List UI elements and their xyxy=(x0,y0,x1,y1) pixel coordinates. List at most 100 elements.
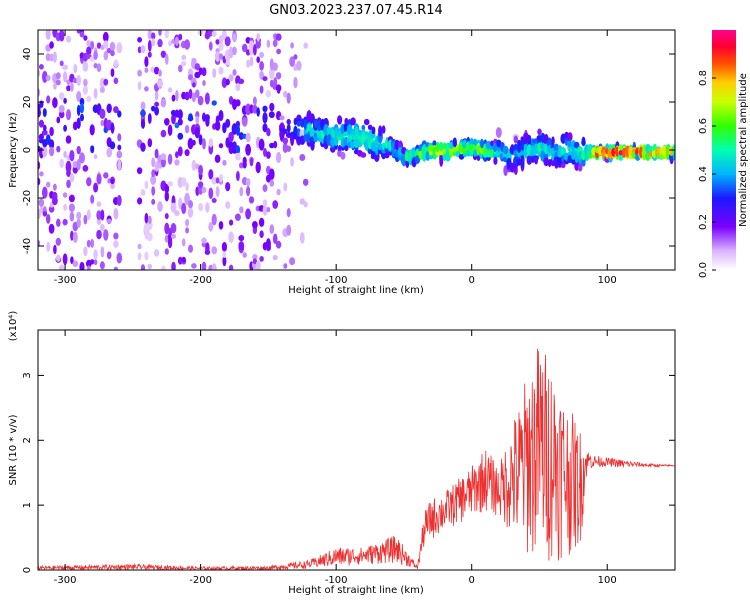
spectrogram-cell xyxy=(79,102,85,114)
spectrogram-cell xyxy=(117,133,122,142)
spectrogram-cell xyxy=(171,94,176,102)
snr-y-axis: 0 1 2 3 xyxy=(22,372,675,573)
spectrogram-cell xyxy=(99,77,105,90)
spectrogram-cell xyxy=(76,30,81,34)
spectrogram-cell xyxy=(86,40,92,47)
spectrogram-cell xyxy=(195,186,200,196)
spectrogram-cell xyxy=(495,127,502,138)
spectrogram-cell xyxy=(272,233,278,245)
spectrogram-cell xyxy=(187,137,194,150)
spectrogram-cell xyxy=(290,42,294,49)
spectrogram-cell xyxy=(86,95,92,103)
spectrogram-cell xyxy=(367,124,373,130)
spectrogram-cell xyxy=(151,198,156,205)
spectrogram-cell xyxy=(82,61,89,72)
spectrogram-cell xyxy=(273,140,278,149)
spectrogram-cell xyxy=(65,135,72,144)
spectrogram-cell xyxy=(201,186,207,194)
spectrogram-cell xyxy=(86,46,92,56)
snr-y-tick-label: 3 xyxy=(22,372,33,378)
spectrogram-cell xyxy=(255,161,261,174)
spectrogram-y-tick-label: -40 xyxy=(22,238,33,254)
spectrogram-cell xyxy=(344,145,349,152)
spectrogram-cell xyxy=(144,180,149,190)
spectrogram-x-tick-label: 0 xyxy=(469,275,475,286)
spectrogram-cell xyxy=(96,210,102,221)
spectrogram-cell xyxy=(239,186,244,197)
spectrogram-cell xyxy=(246,186,251,197)
spectrogram-cell xyxy=(164,183,170,194)
spectrogram-cell xyxy=(117,110,122,118)
spectrogram-x-tick-label: -100 xyxy=(325,275,348,286)
spectrogram-cell xyxy=(76,211,82,220)
spectrogram-cell xyxy=(58,110,65,119)
spectrogram-cell xyxy=(238,241,245,251)
spectrogram-cell xyxy=(195,89,200,98)
spectrogram-cell xyxy=(184,39,191,50)
spectrogram-cell xyxy=(72,121,78,131)
spectrogram-cell xyxy=(262,184,268,193)
spectrogram-cell xyxy=(602,148,606,159)
spectrogram-cell xyxy=(275,33,282,41)
spectrogram-cell xyxy=(228,131,234,143)
spectrogram-cell xyxy=(103,40,109,50)
colorbar-tick-label: 0.6 xyxy=(698,118,709,134)
spectrogram-cell xyxy=(269,102,275,112)
spectrogram-cell xyxy=(188,113,193,122)
spectrogram-cell xyxy=(188,74,193,81)
spectrogram-cell xyxy=(266,128,271,137)
spectrogram-cell xyxy=(201,67,207,77)
spectrogram-cell xyxy=(509,165,515,173)
spectrogram-cell xyxy=(259,230,264,238)
spectrogram-cell xyxy=(293,76,298,89)
spectrogram-cell xyxy=(188,88,193,99)
spectrogram-cell xyxy=(117,144,122,151)
colorbar-tick-label: 0.4 xyxy=(698,166,709,182)
spectrogram-cell xyxy=(137,69,143,77)
spectrogram-cell xyxy=(137,243,142,250)
spectrogram-cell xyxy=(59,31,64,38)
spectrogram-cell xyxy=(150,174,157,185)
snr-x-tick-label: -200 xyxy=(189,575,212,586)
spectrogram-cell xyxy=(364,140,369,151)
spectrogram-cell xyxy=(103,229,109,241)
spectrogram-cell xyxy=(490,148,494,158)
spectrogram-cell xyxy=(56,218,61,227)
spectrogram-cell xyxy=(151,32,156,40)
spectrogram-cell xyxy=(543,157,549,167)
spectrogram-cell xyxy=(90,145,95,151)
spectrogram-cell xyxy=(175,90,179,102)
spectrogram-cell xyxy=(530,145,535,155)
spectrogram-cell xyxy=(157,201,163,212)
spectrogram-cell xyxy=(241,117,248,127)
snr-y-tick-label: 1 xyxy=(22,502,33,508)
spectrogram-cell xyxy=(113,266,119,270)
spectrogram-cell xyxy=(520,138,525,151)
spectrogram-cell xyxy=(346,124,353,135)
spectrogram-cell xyxy=(147,40,152,52)
spectrogram-cell xyxy=(171,113,176,125)
spectrogram-cell xyxy=(266,39,271,48)
spectrogram-cell xyxy=(523,136,529,144)
spectrogram-cell xyxy=(185,227,190,234)
snr-y-label: SNR (10 * v/v) xyxy=(8,414,19,485)
spectrogram-cell xyxy=(215,115,220,126)
spectrogram-cell xyxy=(266,206,271,213)
spectrogram-cell xyxy=(113,106,119,114)
spectrogram-cell xyxy=(154,249,160,257)
spectrogram-cell xyxy=(283,263,288,269)
spectrogram-cell xyxy=(262,105,268,113)
spectrogram-cell xyxy=(79,152,85,164)
spectrogram-cell xyxy=(177,132,184,140)
spectrogram-cell xyxy=(55,79,61,86)
spectrogram-cell xyxy=(157,38,163,48)
spectrogram-cell xyxy=(76,104,81,116)
spectrogram-cell xyxy=(211,246,218,255)
spectrogram-cell xyxy=(164,213,169,220)
spectrogram-cell xyxy=(252,221,258,229)
spectrogram-cell xyxy=(268,111,275,119)
spectrogram-cell xyxy=(65,35,72,43)
spectrogram-cell xyxy=(59,60,64,67)
spectrogram-cell xyxy=(96,201,102,207)
spectrogram-cell xyxy=(225,182,231,192)
